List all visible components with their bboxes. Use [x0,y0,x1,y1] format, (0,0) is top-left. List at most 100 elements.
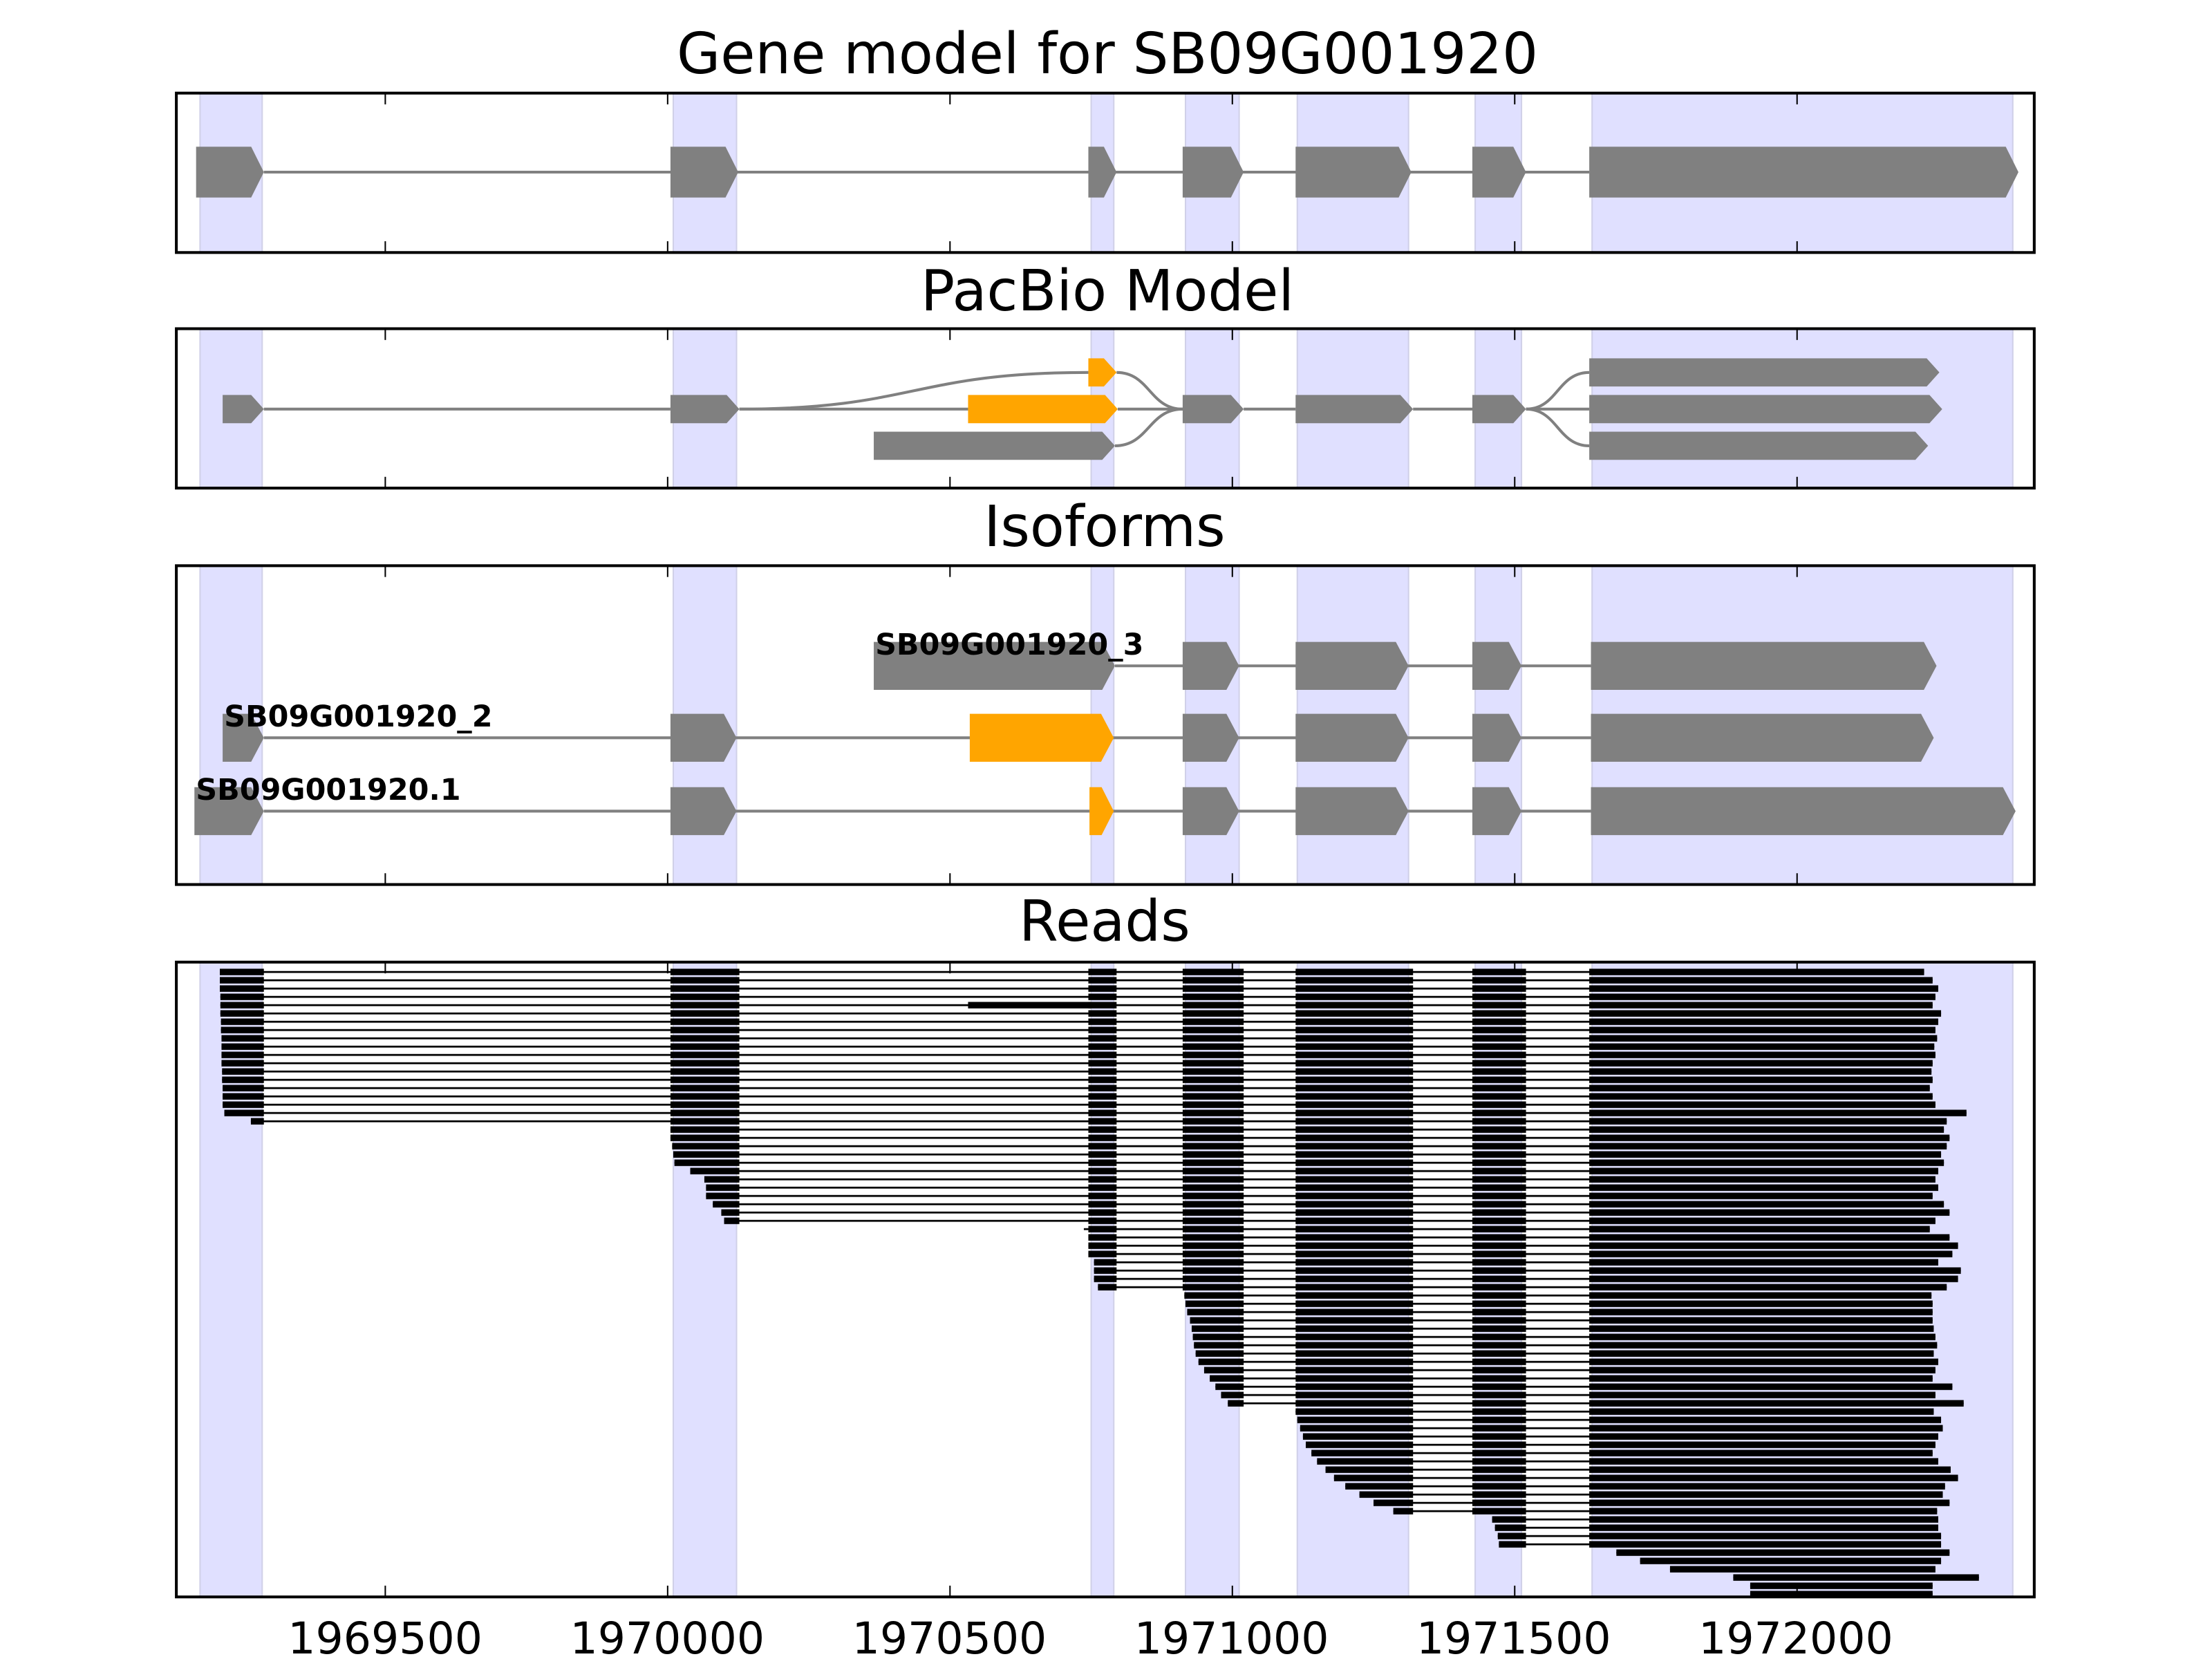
read-block [1589,1367,1936,1374]
read-block [1589,1375,1933,1382]
read [1302,1433,1938,1440]
read [220,993,1936,1000]
read-block [1182,1284,1244,1291]
read [221,1051,1936,1058]
read-block [1472,1491,1526,1498]
isoform-exon [1295,641,1409,690]
read-block [1492,1516,1526,1523]
panel-title-gene-model: Gene model for SB09G001920 [677,21,1538,87]
exon-shading [672,961,738,1598]
read-block [1295,985,1414,992]
read [1194,1342,1938,1349]
read-block [1589,1458,1938,1465]
read-block [1088,1209,1117,1216]
read-block [1182,1093,1244,1100]
read-block [672,1143,740,1150]
read-block [1589,1109,1967,1116]
read-block [1182,1035,1244,1042]
read [1088,1250,1953,1257]
read-block [1088,1143,1117,1150]
read-block [1750,1582,1933,1589]
read-block [1295,1018,1414,1025]
read-block [1088,1002,1117,1009]
read-block [1472,1367,1526,1374]
read-block [690,1168,740,1174]
read-block [1589,1143,1947,1150]
read-block [1295,1309,1414,1315]
read-block [1088,1134,1117,1141]
read [1210,1375,1933,1382]
x-axis-tick-labels: 1969500 1970000 1970500 1971000 1971500 … [288,1613,1893,1659]
read-block [670,1035,740,1042]
isoform-exon [1089,787,1114,836]
read-block [1182,1068,1244,1075]
x-tick-label: 1971500 [1416,1613,1611,1659]
read-block [670,1002,740,1009]
read-block [1295,1408,1414,1415]
read [1492,1516,1938,1523]
read-block [1472,1126,1526,1133]
splice-junction [1526,371,1590,411]
read-block [1589,1474,1958,1481]
x-tick-label: 1971000 [1134,1613,1329,1659]
read [1494,1524,1938,1531]
read-block [670,1068,740,1075]
read-block [1295,1076,1414,1083]
read-block [1088,1027,1117,1033]
read-block [1182,1275,1244,1282]
read [713,1201,1944,1208]
read-block [1182,1002,1244,1009]
read [1300,1425,1943,1432]
read [706,1192,1933,1199]
pacbio-exon [1589,395,1942,424]
read-block [1472,1201,1526,1208]
read [220,985,1938,992]
read-block [1300,1425,1414,1432]
read-block [670,977,740,984]
read-block [1359,1491,1414,1498]
read-block [1295,1250,1414,1257]
read [706,1184,1938,1191]
read-block [1589,1085,1930,1091]
axes-frame [175,564,2036,886]
read-block [1589,1508,1938,1515]
read-block [1295,1217,1414,1224]
read-block [1472,1383,1526,1390]
read-block [1589,985,1938,992]
read-block [1589,1284,1947,1291]
read-block [1333,1474,1414,1481]
read-block [1182,1267,1244,1274]
read-block [1295,977,1414,984]
read-block [1472,1168,1526,1174]
read-block [1589,968,1924,975]
read-block [223,1101,264,1108]
read-block [1295,1292,1414,1299]
read-block [1088,1234,1117,1241]
read-block [1472,1458,1526,1465]
read-block [1472,985,1526,992]
read-block [1472,1317,1526,1324]
read-block [220,977,264,984]
read-block [1589,1342,1938,1349]
read-block [1589,1184,1938,1191]
read [1669,1566,1936,1573]
read-block [1589,1101,1936,1108]
read-block [1295,1027,1414,1033]
read-block [1640,1557,1942,1564]
read-block [1215,1383,1244,1390]
read-block [1302,1433,1414,1440]
read-block [1589,1416,1942,1423]
read-block [670,985,740,992]
pacbio-exon [1472,395,1526,424]
read [673,1151,1942,1158]
read-block [1295,1367,1414,1374]
read-block [1589,1051,1936,1058]
read-block [1589,1325,1934,1332]
gene-model-exon [1472,147,1526,198]
isoform-exon [1472,641,1522,690]
read-block [1295,1143,1414,1150]
read-block [1295,1300,1414,1307]
read-block [1589,1234,1950,1241]
read-block [1472,1508,1526,1515]
